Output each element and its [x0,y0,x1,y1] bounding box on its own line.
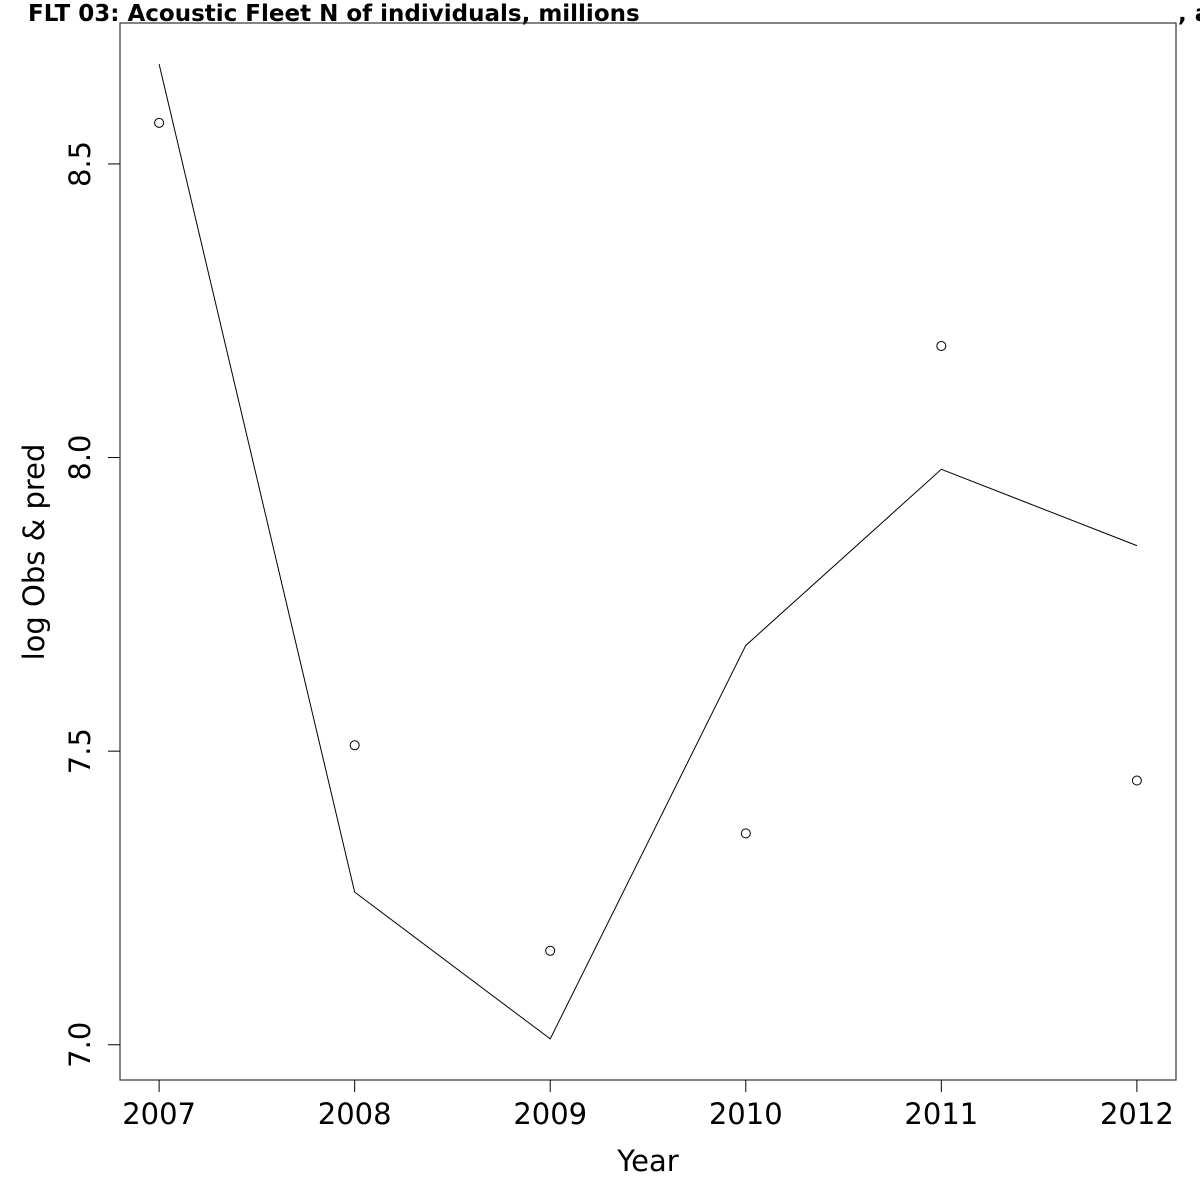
predicted-series-line [158,63,1138,1040]
x-tick-label: 2009 [513,1097,587,1131]
x-tick-label: 2008 [318,1097,392,1131]
y-tick-label: 7.0 [63,1022,97,1068]
observed-point [154,117,165,128]
observed-series-points [154,117,1142,956]
plot-frame [119,22,1177,1081]
y-tick-label: 7.5 [63,728,97,774]
x-tick-label: 2012 [1100,1097,1174,1131]
observed-point [936,340,947,351]
chart-title-suffix: , a [1178,1,1200,27]
x-axis: 2007 2008 2009 2010 2011 2012 [122,1080,1174,1131]
y-axis-label: log Obs & pred [17,444,51,661]
observed-point [545,945,556,956]
y-tick-label: 8.0 [63,434,97,480]
y-tick-label: 8.5 [63,141,97,187]
x-tick-label: 2011 [904,1097,978,1131]
observed-point [1131,775,1142,786]
x-tick-label: 2010 [709,1097,783,1131]
y-axis: 7.0 7.5 8.0 8.5 [63,141,120,1068]
observed-point [349,740,360,751]
x-axis-label: Year [616,1144,678,1178]
observed-point [740,828,751,839]
x-tick-label: 2007 [122,1097,196,1131]
